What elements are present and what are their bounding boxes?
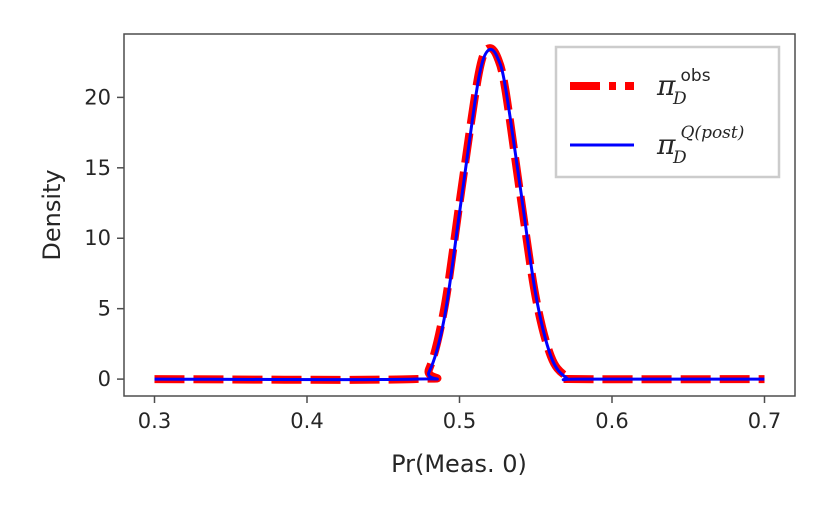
x-tick-label: 0.3 xyxy=(138,409,171,433)
legend-obs-sup: obs xyxy=(681,66,711,86)
y-tick-label: 20 xyxy=(84,85,111,109)
legend-post-base: π xyxy=(656,128,676,161)
legend: π obs D π Q(post) D xyxy=(554,45,781,179)
x-tick-label: 0.6 xyxy=(595,409,628,433)
y-axis-ticks: 0 5 10 15 20 xyxy=(84,85,124,391)
legend-entry-post: π Q(post) xyxy=(656,123,744,161)
legend-entry-obs: π obs xyxy=(656,66,711,102)
y-axis-label: Density xyxy=(38,169,66,260)
x-tick-label: 0.4 xyxy=(290,409,323,433)
x-tick-label: 0.5 xyxy=(443,409,476,433)
y-tick-label: 15 xyxy=(84,156,111,180)
x-axis-ticks: 0.3 0.4 0.5 0.6 0.7 xyxy=(138,396,781,433)
y-tick-label: 5 xyxy=(98,297,111,321)
y-tick-label: 0 xyxy=(98,367,111,391)
legend-obs-base: π xyxy=(656,69,676,102)
legend-obs-sub: D xyxy=(672,89,687,109)
legend-post-sup: Q(post) xyxy=(681,123,745,143)
x-tick-label: 0.7 xyxy=(748,409,781,433)
series-line-post xyxy=(154,47,765,382)
series-layer xyxy=(154,44,765,384)
x-axis-label: Pr(Meas. 0) xyxy=(391,450,527,478)
legend-post-sub: D xyxy=(672,148,687,168)
legend-box xyxy=(554,45,781,179)
y-tick-label: 10 xyxy=(84,226,111,250)
